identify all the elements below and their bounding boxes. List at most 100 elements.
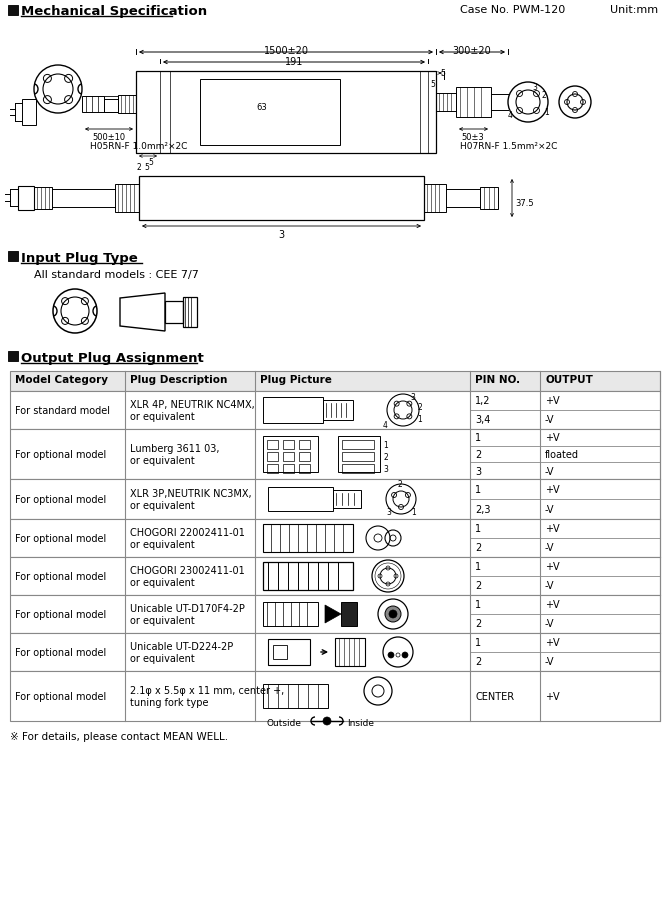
Text: or equivalent: or equivalent — [130, 412, 195, 422]
Circle shape — [402, 652, 408, 658]
Text: or equivalent: or equivalent — [130, 653, 195, 664]
Text: PIN NO.: PIN NO. — [475, 375, 520, 385]
Text: 1,2: 1,2 — [475, 396, 490, 406]
Bar — [10, 671, 660, 721]
Text: Mechanical Specification: Mechanical Specification — [21, 5, 207, 18]
Text: -V: -V — [545, 505, 555, 515]
Bar — [200, 79, 340, 146]
Text: 1: 1 — [475, 524, 481, 534]
Bar — [10, 372, 660, 392]
Text: 3: 3 — [386, 507, 391, 517]
Text: For optional model: For optional model — [15, 450, 107, 460]
Text: OUTPUT: OUTPUT — [545, 375, 593, 385]
Text: 5: 5 — [144, 163, 149, 172]
Bar — [10, 595, 660, 633]
Text: -V: -V — [545, 466, 555, 476]
Text: 300±20: 300±20 — [453, 46, 491, 56]
Text: 4: 4 — [383, 421, 388, 430]
Text: For optional model: For optional model — [15, 610, 107, 619]
Text: 1: 1 — [475, 485, 481, 495]
Bar — [22, 100, 36, 126]
Text: Unicable UT-D170F4-2P: Unicable UT-D170F4-2P — [130, 603, 245, 613]
Bar — [8, 351, 18, 361]
Text: or equivalent: or equivalent — [130, 539, 195, 549]
Text: 2: 2 — [383, 452, 388, 461]
Text: For optional model: For optional model — [15, 691, 107, 702]
Bar — [10, 479, 660, 519]
Text: CHOGORI 22002411-01: CHOGORI 22002411-01 — [130, 527, 245, 537]
Circle shape — [388, 652, 394, 658]
Text: -V: -V — [545, 581, 555, 591]
Bar — [139, 177, 424, 220]
Bar — [299, 464, 310, 473]
Text: Output Plug Assignment: Output Plug Assignment — [21, 351, 204, 365]
Text: Unicable UT-D224-2P: Unicable UT-D224-2P — [130, 641, 233, 651]
Text: 500±10: 500±10 — [92, 133, 125, 142]
Text: For standard model: For standard model — [15, 405, 110, 415]
Bar — [10, 430, 660, 479]
Text: or equivalent: or equivalent — [130, 455, 195, 465]
Text: Case No. PWM-120: Case No. PWM-120 — [460, 5, 565, 15]
Text: 1: 1 — [475, 433, 481, 442]
Text: or equivalent: or equivalent — [130, 500, 195, 510]
Text: CHOGORI 23002411-01: CHOGORI 23002411-01 — [130, 565, 245, 575]
Bar — [341, 602, 357, 627]
Bar — [436, 94, 456, 112]
Text: 1: 1 — [411, 507, 416, 517]
Text: 3: 3 — [475, 466, 481, 476]
Text: Model Category: Model Category — [15, 375, 108, 385]
Circle shape — [323, 717, 331, 725]
Bar — [283, 464, 294, 473]
Bar — [82, 97, 104, 113]
Text: Outside: Outside — [266, 718, 301, 727]
Bar — [424, 185, 446, 213]
Text: 3: 3 — [383, 464, 388, 473]
Bar — [263, 436, 318, 472]
Bar — [136, 72, 436, 154]
Text: +V: +V — [545, 600, 559, 610]
Bar — [10, 633, 660, 671]
Text: tuning fork type: tuning fork type — [130, 697, 208, 707]
Text: For optional model: For optional model — [15, 495, 107, 505]
Bar — [263, 684, 328, 708]
Text: -V: -V — [545, 656, 555, 666]
Text: 1: 1 — [475, 638, 481, 647]
Bar — [342, 464, 374, 473]
Text: 2: 2 — [475, 619, 481, 628]
Text: 2: 2 — [136, 163, 141, 172]
Text: XLR 3P,NEUTRIK NC3MX,: XLR 3P,NEUTRIK NC3MX, — [130, 489, 252, 498]
Bar — [267, 452, 278, 461]
Text: 3: 3 — [278, 229, 284, 239]
Circle shape — [389, 610, 397, 619]
Circle shape — [385, 606, 401, 622]
Bar — [18, 187, 34, 210]
Bar — [10, 392, 660, 430]
Bar — [34, 188, 52, 209]
Bar — [10, 557, 660, 595]
Bar — [268, 488, 333, 511]
Polygon shape — [325, 605, 341, 623]
Text: 2: 2 — [475, 543, 481, 553]
Bar — [263, 563, 353, 591]
Bar — [342, 452, 374, 461]
Text: +V: +V — [545, 433, 559, 442]
Bar — [118, 96, 136, 114]
Text: +V: +V — [545, 638, 559, 647]
Bar — [8, 6, 18, 16]
Text: -V: -V — [545, 415, 555, 425]
Text: H05RN-F 1.0mm²×2C: H05RN-F 1.0mm²×2C — [90, 142, 188, 151]
Text: 2,3: 2,3 — [475, 505, 490, 515]
Text: 1: 1 — [383, 441, 388, 450]
Text: 5: 5 — [148, 158, 153, 167]
Text: CENTER: CENTER — [475, 691, 514, 702]
Text: 37.5: 37.5 — [515, 199, 533, 208]
Bar — [104, 97, 118, 113]
Bar — [263, 525, 353, 553]
Bar — [267, 464, 278, 473]
Text: Input Plug Type: Input Plug Type — [21, 252, 138, 265]
Bar — [335, 638, 365, 666]
Text: 1: 1 — [475, 562, 481, 572]
Text: 1: 1 — [475, 600, 481, 610]
Text: 63: 63 — [257, 102, 267, 111]
Text: +V: +V — [545, 524, 559, 534]
